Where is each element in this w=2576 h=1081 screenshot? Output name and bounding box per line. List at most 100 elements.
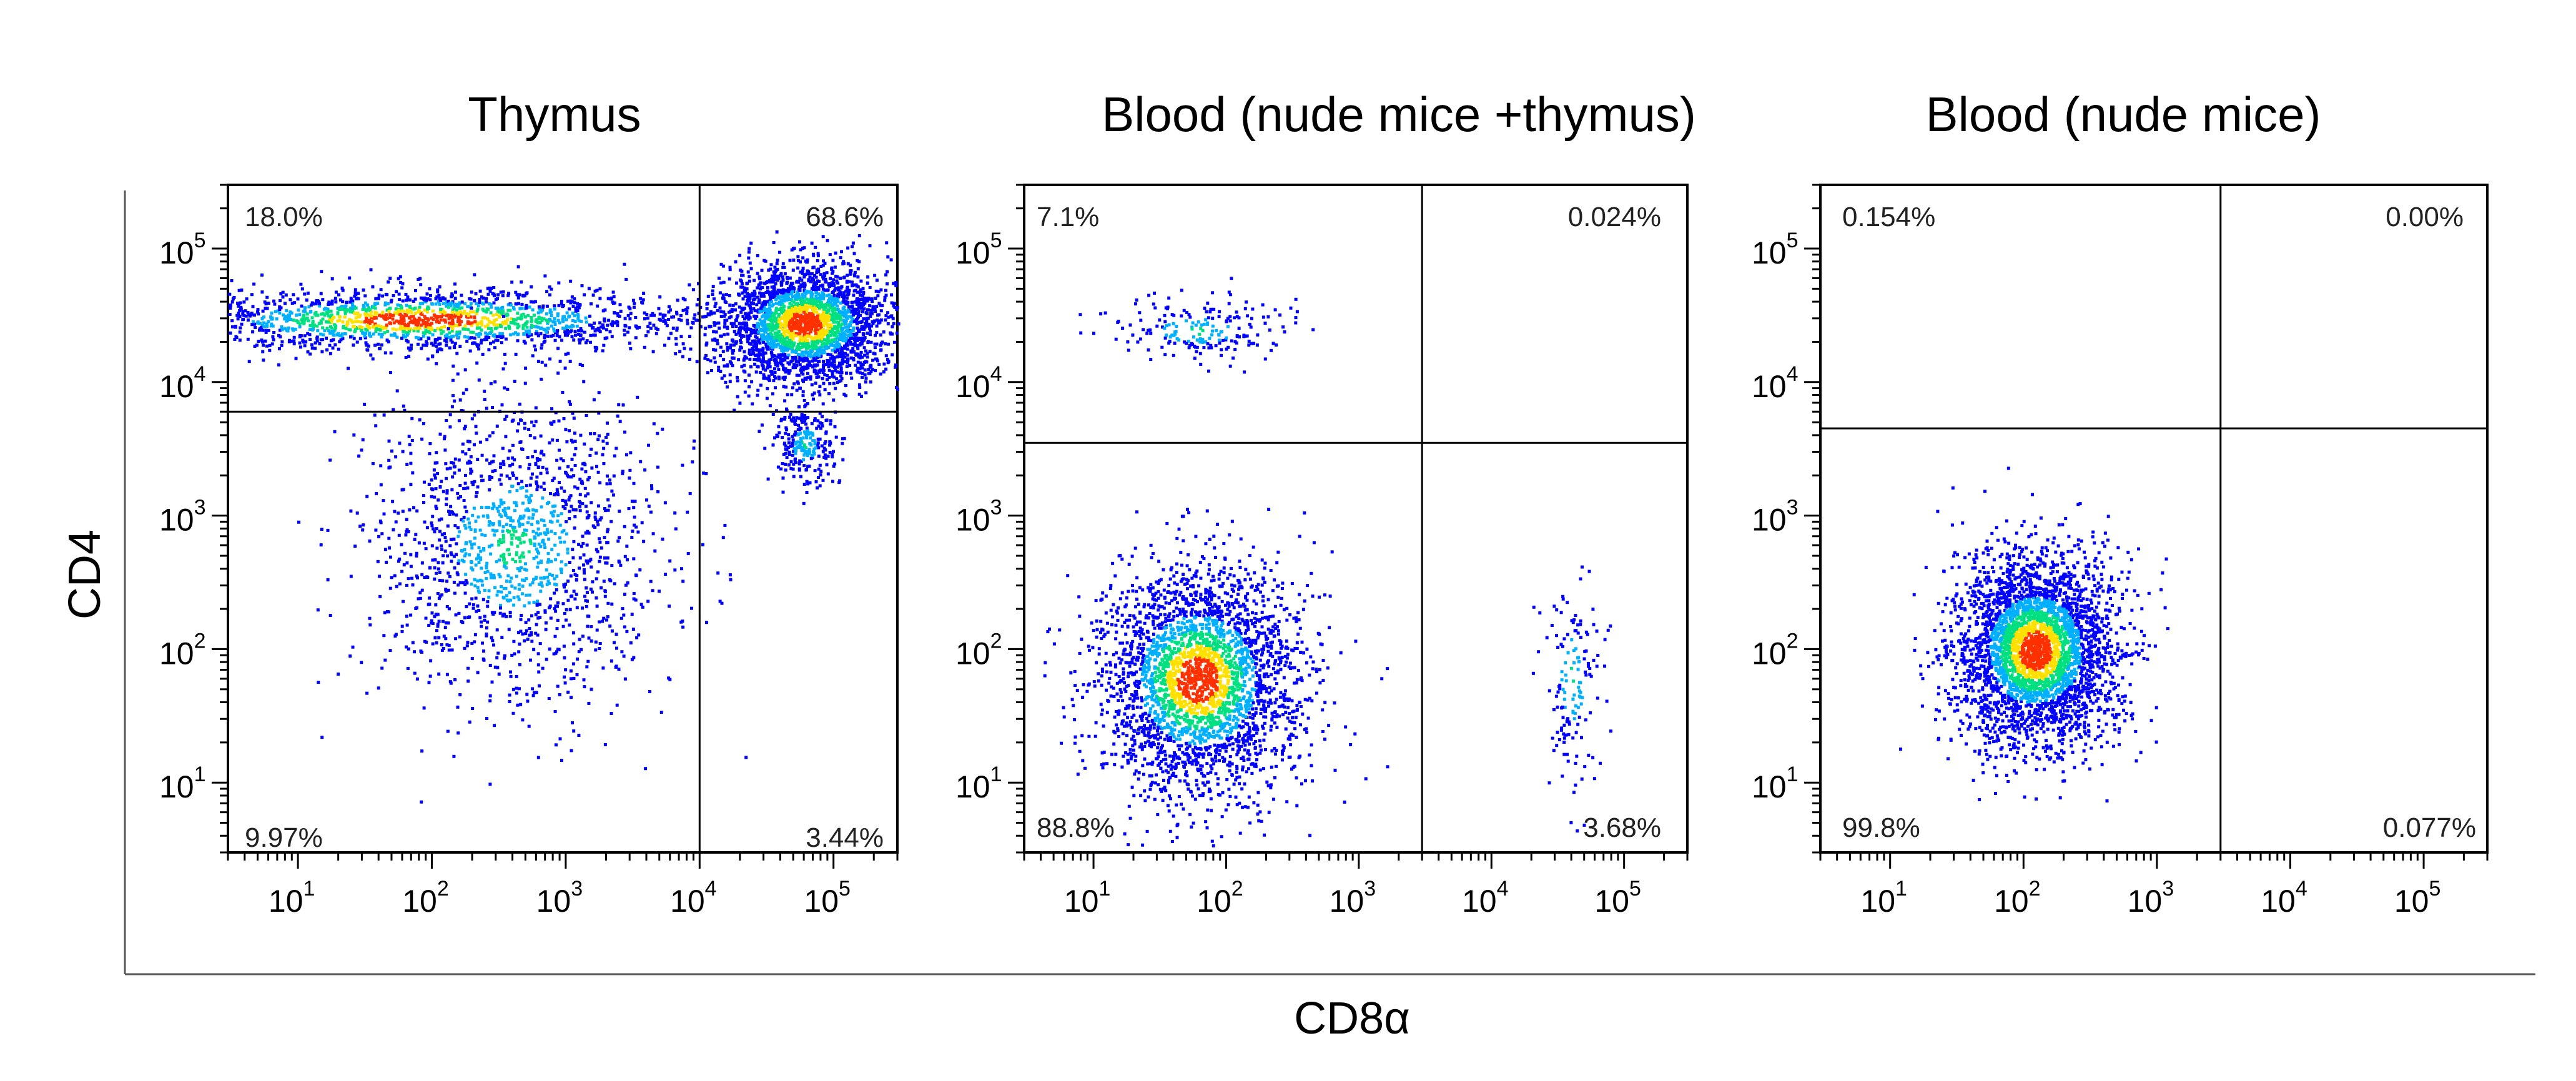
event-dot [232,295,236,299]
event-dot [272,331,276,334]
event-dot [806,307,809,311]
event-dot [334,300,338,304]
event-dot [448,346,452,350]
event-dot [562,417,566,420]
event-dot [839,369,843,373]
event-dot [826,335,829,338]
event-dot [516,265,520,269]
event-dot [782,338,786,342]
event-dot [845,365,849,368]
event-dot [814,480,818,483]
event-dot [852,310,856,314]
event-dot [785,275,789,279]
event-dot [640,300,644,304]
event-dot [766,325,770,328]
event-dot [318,342,322,345]
event-dot [779,272,783,275]
event-dot [760,303,764,307]
event-dot [387,280,390,284]
event-dot [450,329,454,333]
event-dot [305,312,309,316]
event-dot [692,317,696,320]
event-dot [695,303,699,307]
event-dot [769,263,773,267]
event-dot [809,457,813,460]
event-dot [264,302,268,305]
event-dot [353,305,357,309]
event-dot [437,567,440,571]
event-dot [320,312,323,316]
event-dot [886,282,889,286]
event-dot [455,308,458,312]
event-dot [821,371,825,375]
event-dot [370,320,374,323]
event-dot [634,525,638,529]
event-dot [412,321,415,325]
event-dot [822,304,826,307]
event-dot [839,311,842,314]
event-dot [594,518,598,521]
event-dot [789,418,793,422]
event-dot [813,417,817,421]
event-dot [782,453,786,457]
event-dot [405,333,409,337]
event-dot [849,329,853,333]
event-dot [404,293,408,296]
event-dot [837,286,841,290]
event-dot [674,352,678,355]
event-dot [452,334,455,338]
event-dot [239,306,243,309]
event-dot [749,342,753,346]
event-dot [802,310,806,314]
event-dot [246,318,250,322]
event-dot [756,393,759,397]
event-dot [819,317,822,320]
event-dot [432,468,436,472]
event-dot [379,464,383,468]
event-dot [350,299,353,302]
event-dot [419,296,423,300]
event-dot [791,442,794,445]
event-dot [866,275,870,279]
event-dot [755,358,759,362]
event-dot [411,471,415,475]
event-dot [598,297,602,300]
event-dot [522,339,526,343]
event-dot [798,363,802,367]
event-dot [403,335,407,338]
event-dot [485,632,488,636]
event-dot [823,330,827,333]
event-dot [792,450,796,453]
event-dot [314,302,318,305]
event-dot [452,462,455,465]
event-dot [303,318,307,322]
event-dot [824,342,827,346]
event-dot [302,309,305,313]
event-dot [798,443,802,447]
event-dot [588,453,592,457]
event-dot [741,334,745,338]
event-dot [318,302,322,305]
event-dot [570,468,574,471]
event-dot [569,574,573,578]
event-dot [767,374,771,378]
event-dot [745,314,749,318]
event-dot [523,341,527,345]
event-dot [373,313,377,317]
event-dot [870,324,874,328]
event-dot [509,321,513,324]
event-dot [892,302,896,305]
event-dot [748,247,751,250]
event-dot [806,376,810,380]
event-dot [456,315,460,318]
event-dot [743,321,747,325]
event-dot [380,532,384,536]
event-dot [800,413,804,417]
event-dot [517,687,521,691]
event-dot [785,456,789,460]
event-dot [769,343,772,347]
event-dot [787,433,791,437]
event-dot [294,327,297,331]
event-dot [479,341,483,345]
event-dot [801,299,805,303]
